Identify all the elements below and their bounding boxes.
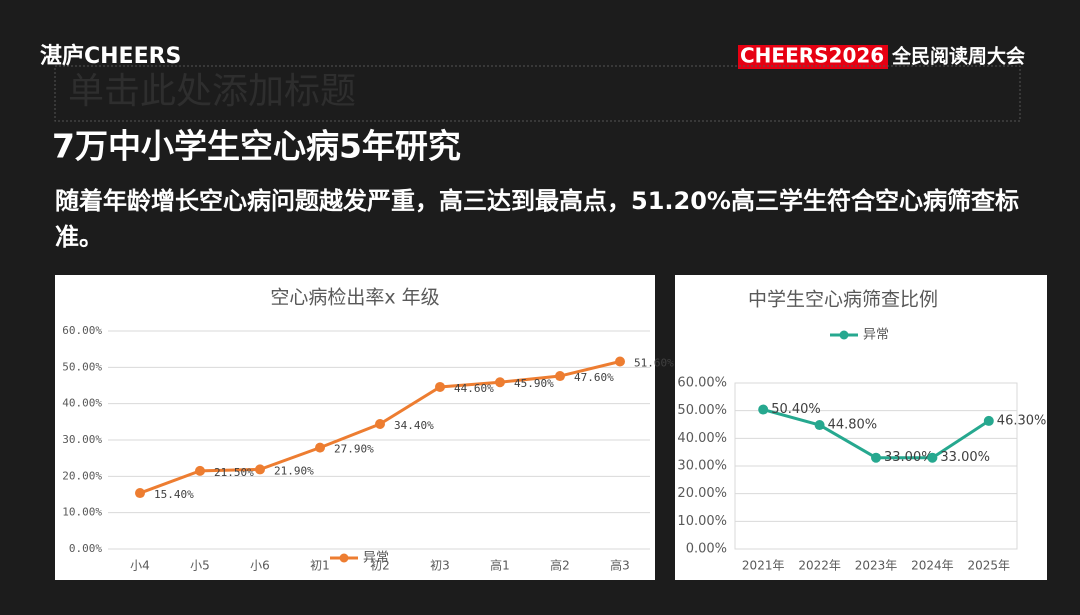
x-tick-label: 小5 <box>190 559 210 573</box>
data-point <box>927 452 938 463</box>
badge-bg <box>738 45 888 69</box>
chart-panel <box>675 275 1047 580</box>
data-point <box>758 404 769 415</box>
y-tick-label: 20.00% <box>62 469 102 482</box>
data-label: 21.90% <box>274 464 314 477</box>
chart-title: 空心病检出率x 年级 <box>270 287 439 309</box>
x-tick-label: 高2 <box>550 558 570 573</box>
y-tick-label: 40.00% <box>62 397 102 410</box>
placeholder-text: 单击此处添加标题 <box>68 71 356 112</box>
data-point <box>435 381 445 392</box>
legend-marker <box>339 553 349 563</box>
slide-title: 7万中小学生空心病5年研究 <box>52 127 461 166</box>
y-tick-label: 0.00% <box>69 542 102 555</box>
data-point <box>135 488 145 499</box>
data-point <box>555 371 565 382</box>
legend-label: 异常 <box>363 551 389 566</box>
x-tick-label: 小4 <box>130 559 150 573</box>
x-tick-label: 2024年 <box>911 559 954 573</box>
x-tick-label: 2021年 <box>742 559 785 573</box>
data-label: 46.30% <box>997 413 1047 428</box>
y-tick-label: 50.00% <box>62 360 102 373</box>
x-tick-label: 初3 <box>430 559 450 573</box>
x-tick-label: 高1 <box>490 558 510 573</box>
data-point <box>814 420 825 431</box>
chart-title: 中学生空心病筛查比例 <box>748 289 938 311</box>
y-tick-label: 30.00% <box>677 459 727 474</box>
data-label: 33.00% <box>884 450 934 465</box>
y-tick-label: 10.00% <box>62 506 102 519</box>
event-name: 全民阅读周大会 <box>891 45 1025 68</box>
data-label: 44.80% <box>828 418 878 433</box>
data-label: 44.60% <box>454 382 494 395</box>
y-tick-label: 0.00% <box>686 542 727 557</box>
legend-label: 异常 <box>863 328 889 343</box>
data-point <box>315 442 325 453</box>
data-point <box>195 465 205 476</box>
x-tick-label: 2023年 <box>855 559 898 573</box>
data-label: 33.00% <box>940 450 990 465</box>
data-point <box>495 377 505 388</box>
subtitle: 随着年龄增长空心病问题越发严重，高三达到最高点，51.20%高三学生符合空心病筛… <box>55 187 1019 251</box>
data-point <box>375 419 385 430</box>
chart-panel <box>55 275 655 580</box>
data-point <box>255 464 265 475</box>
y-tick-label: 30.00% <box>62 433 102 446</box>
x-tick-label: 小6 <box>250 559 270 573</box>
y-tick-label: 20.00% <box>677 486 727 501</box>
legend-marker <box>839 330 849 340</box>
y-tick-label: 60.00% <box>62 324 102 337</box>
data-point <box>615 356 625 367</box>
data-label: 51.60% <box>634 357 674 370</box>
x-tick-label: 2022年 <box>798 559 841 573</box>
logo: 湛庐CHEERS <box>40 43 181 69</box>
data-label: 21.50% <box>214 466 254 479</box>
y-tick-label: 60.00% <box>677 376 727 391</box>
data-label: 47.60% <box>574 371 614 384</box>
event-badge: CHEERS2026 <box>740 44 884 68</box>
y-tick-label: 40.00% <box>677 431 727 446</box>
data-point <box>871 452 881 463</box>
x-tick-label: 初1 <box>310 559 330 573</box>
data-label: 50.40% <box>771 402 821 417</box>
y-tick-label: 50.00% <box>677 403 727 418</box>
data-label: 27.90% <box>334 443 374 456</box>
data-label: 45.90% <box>514 377 554 390</box>
data-point <box>983 415 994 426</box>
x-tick-label: 2025年 <box>968 559 1011 573</box>
placeholder-box <box>54 65 1021 122</box>
data-label: 15.40% <box>154 488 194 501</box>
x-tick-label: 高3 <box>610 558 630 573</box>
y-tick-label: 10.00% <box>677 514 727 529</box>
x-tick-label: 初2 <box>370 559 390 573</box>
data-label: 34.40% <box>394 419 434 432</box>
